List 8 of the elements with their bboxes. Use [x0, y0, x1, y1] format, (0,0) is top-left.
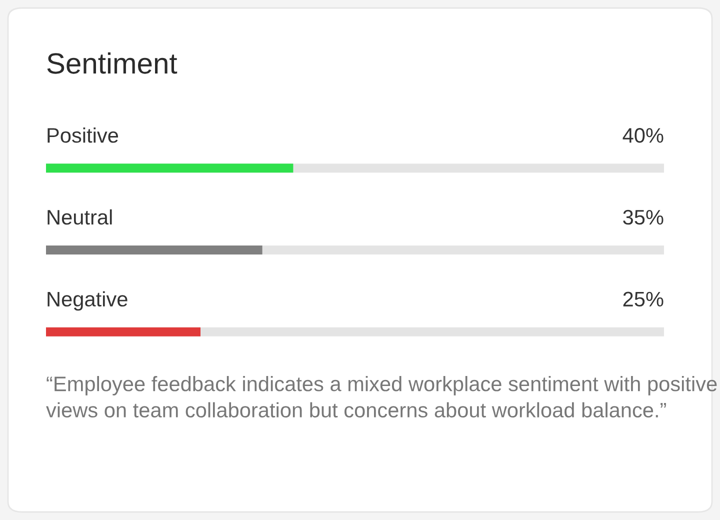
- data-label: 35%: [623, 210, 664, 225]
- y-tick-label: Positive: [48, 127, 118, 143]
- text: “Employee feedback indicates a mixed workplace sentiment with positive views on team collaboration but concerns about workload balance.”: [46, 376, 717, 418]
- chart-title: Sentiment: [47, 52, 178, 74]
- data-label: 40%: [622, 128, 664, 143]
- data-label: 25%: [623, 292, 664, 307]
- y-tick-label: Neutral: [48, 209, 112, 225]
- y-tick-label: Negative: [48, 291, 128, 311]
